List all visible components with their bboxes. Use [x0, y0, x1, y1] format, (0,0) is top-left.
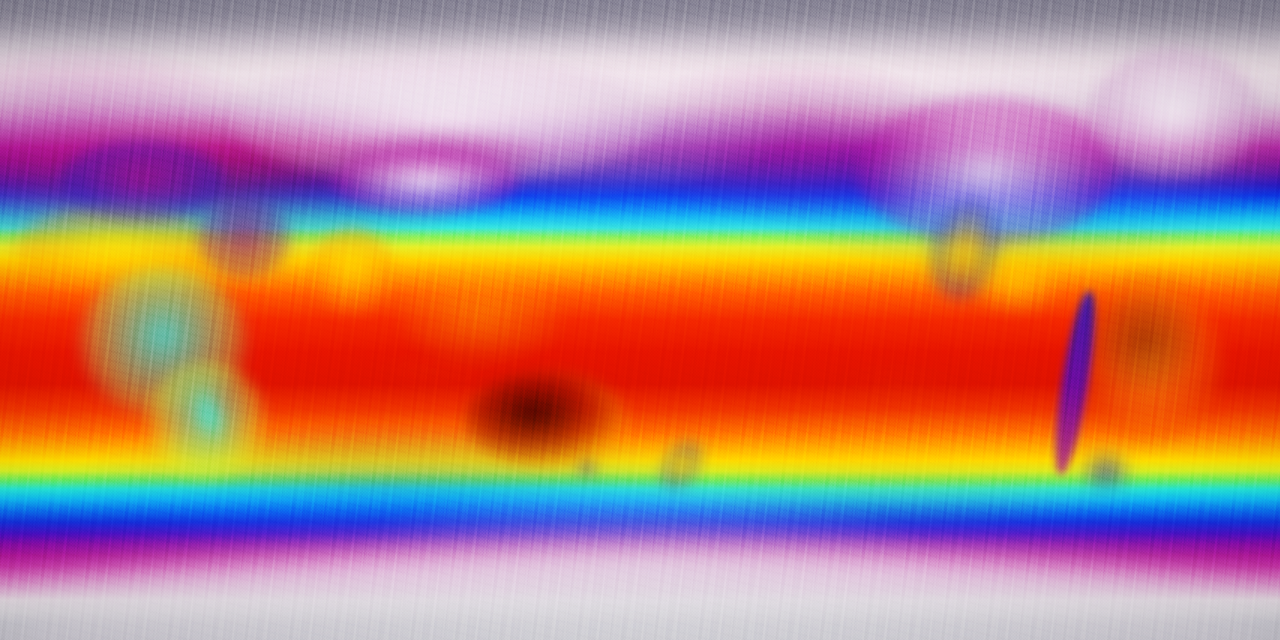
region-mexico: [970, 252, 1062, 314]
region-himalaya-tibet: [330, 148, 520, 214]
region-patagonia: [1080, 450, 1132, 494]
region-arabian-peninsula: [196, 198, 292, 278]
region-antarctica: [0, 548, 1280, 640]
region-amazon-basin: [1090, 292, 1200, 388]
region-india: [310, 228, 394, 314]
region-southeast-asia: [396, 268, 566, 364]
region-australia: [466, 372, 626, 468]
region-tasmania: [576, 458, 598, 478]
region-greenland: [1090, 48, 1260, 178]
region-europe: [58, 140, 228, 222]
